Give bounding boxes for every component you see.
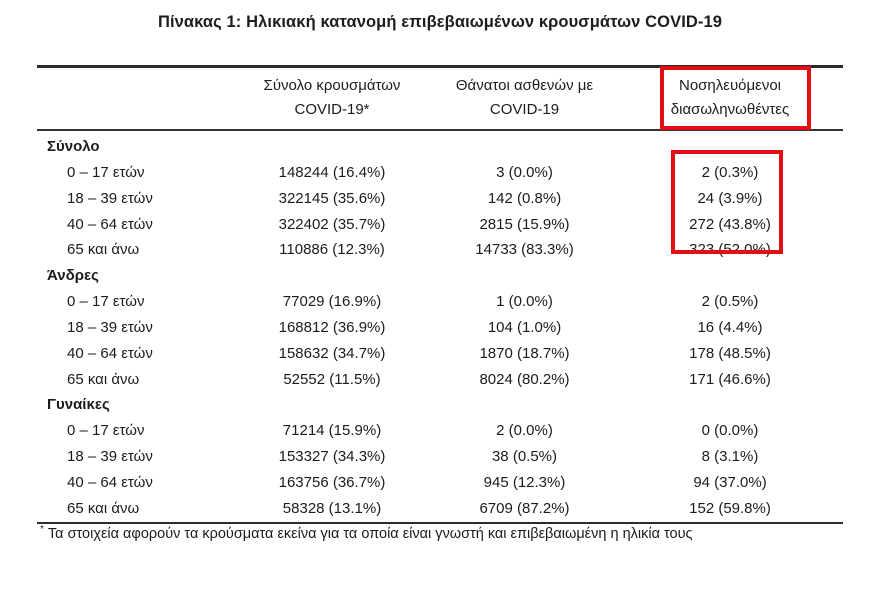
deaths-value: 6709 (87.2%)	[479, 499, 570, 517]
deaths-value: 1870 (18.7%)	[479, 344, 570, 362]
section-row-women: Γυναίκες	[37, 392, 843, 418]
intubated-value: 2 (0.5%)	[701, 293, 759, 311]
total-cases-value: 77029 (16.9%)	[282, 293, 382, 311]
deaths-value: 2815 (15.9%)	[479, 215, 570, 233]
age-row-label: 65 και άνω	[67, 499, 140, 517]
total-cases-value: 322145 (35.6%)	[278, 189, 386, 207]
table-row: 18 – 39 ετών 153327 (34.3%) 38 (0.5%) 8 …	[37, 444, 843, 470]
column-header-intubated: Νοσηλευόμενοι διασωληνωθέντες	[617, 66, 843, 131]
total-cases-value: 163756 (36.7%)	[278, 473, 386, 491]
deaths-value: 104 (1.0%)	[487, 318, 562, 336]
table-row: 65 και άνω 58328 (13.1%) 6709 (87.2%) 15…	[37, 496, 843, 523]
table-title: Πίνακας 1: Ηλικιακή κατανομή επιβεβαιωμέ…	[157, 13, 723, 31]
table-row: 0 – 17 ετών 71214 (15.9%) 2 (0.0%) 0 (0.…	[37, 418, 843, 444]
intubated-value: 323 (52.0%)	[689, 241, 771, 259]
deaths-value: 8024 (80.2%)	[479, 370, 570, 388]
total-cases-value: 52552 (11.5%)	[283, 370, 381, 388]
section-row-men: Άνδρες	[37, 263, 843, 289]
column-header-total-cases: Σύνολο κρουσμάτων COVID-19*	[232, 66, 432, 131]
section-row-total: Σύνολο	[37, 130, 843, 160]
total-cases-value: 322402 (35.7%)	[278, 215, 386, 233]
table-row: 0 – 17 ετών 148244 (16.4%) 3 (0.0%) 2 (0…	[37, 160, 843, 186]
intubated-value: 0 (0.0%)	[701, 422, 759, 440]
age-row-label: 65 και άνω	[67, 241, 140, 259]
deaths-value: 38 (0.5%)	[491, 448, 558, 466]
column-header-deaths: Θάνατοι ασθενών με COVID-19	[432, 66, 617, 131]
total-cases-value: 148244 (16.4%)	[278, 163, 386, 181]
intubated-value: 8 (3.1%)	[701, 448, 759, 466]
footnote: * Τα στοιχεία αφορούν τα κρούσματα εκείνα…	[40, 524, 846, 542]
age-row-label: 65 και άνω	[67, 370, 140, 388]
data-table: Σύνολο κρουσμάτων COVID-19* Θάνατοι ασθε…	[37, 65, 843, 524]
total-cases-value: 71214 (15.9%)	[282, 422, 382, 440]
total-cases-value: 153327 (34.3%)	[278, 448, 386, 466]
intubated-value: 272 (43.8%)	[689, 215, 771, 233]
deaths-value: 2 (0.0%)	[496, 422, 553, 440]
covid-age-distribution-table: Σύνολο κρουσμάτων COVID-19* Θάνατοι ασθε…	[37, 65, 843, 524]
age-row-label: 18 – 39 ετών	[67, 318, 153, 336]
age-row-label: 0 – 17 ετών	[67, 163, 145, 181]
intubated-value: 152 (59.8%)	[689, 499, 771, 517]
age-row-label: 18 – 39 ετών	[67, 448, 153, 466]
total-cases-value: 110886 (12.3%)	[279, 241, 385, 259]
deaths-value: 945 (12.3%)	[483, 473, 566, 491]
table-row: 40 – 64 ετών 322402 (35.7%) 2815 (15.9%)…	[37, 212, 843, 238]
total-cases-value: 168812 (36.9%)	[278, 318, 386, 336]
age-row-label: 0 – 17 ετών	[67, 293, 145, 311]
intubated-value: 2 (0.3%)	[701, 163, 759, 181]
section-label: Σύνολο	[47, 138, 100, 155]
intubated-value: 171 (46.6%)	[689, 370, 771, 388]
intubated-value: 16 (4.4%)	[697, 318, 763, 336]
table-row: 18 – 39 ετών 168812 (36.9%) 104 (1.0%) 1…	[37, 315, 843, 341]
table-row: 40 – 64 ετών 158632 (34.7%) 1870 (18.7%)…	[37, 341, 843, 367]
age-row-label: 40 – 64 ετών	[67, 473, 153, 491]
intubated-value: 94 (37.0%)	[693, 473, 767, 491]
section-label: Άνδρες	[47, 267, 99, 285]
section-label: Γυναίκες	[47, 396, 110, 414]
table-row: 40 – 64 ετών 163756 (36.7%) 945 (12.3%) …	[37, 470, 843, 496]
table-row: 0 – 17 ετών 77029 (16.9%) 1 (0.0%) 2 (0.…	[37, 289, 843, 315]
table-row: 18 – 39 ετών 322145 (35.6%) 142 (0.8%) 2…	[37, 186, 843, 212]
deaths-value: 142 (0.8%)	[487, 189, 562, 207]
column-header-empty	[37, 66, 232, 131]
age-row-label: 40 – 64 ετών	[67, 215, 153, 233]
intubated-value: 24 (3.9%)	[697, 189, 763, 207]
table-row: 65 και άνω 110886 (12.3%) 14733 (83.3%) …	[37, 237, 843, 263]
age-row-label: 40 – 64 ετών	[67, 344, 153, 362]
age-row-label: 0 – 17 ετών	[67, 422, 145, 440]
footnote-asterisk: *	[40, 524, 44, 535]
total-cases-value: 158632 (34.7%)	[278, 344, 386, 362]
deaths-value: 1 (0.0%)	[496, 293, 553, 311]
table-row: 65 και άνω 52552 (11.5%) 8024 (80.2%) 17…	[37, 367, 843, 393]
total-cases-value: 58328 (13.1%)	[282, 499, 382, 517]
age-row-label: 18 – 39 ετών	[67, 189, 153, 207]
deaths-value: 14733 (83.3%)	[475, 241, 574, 259]
deaths-value: 3 (0.0%)	[496, 163, 553, 181]
header-row: Σύνολο κρουσμάτων COVID-19* Θάνατοι ασθε…	[37, 66, 843, 131]
intubated-value: 178 (48.5%)	[689, 344, 771, 362]
footnote-text: Τα στοιχεία αφορούν τα κρούσματα εκείνα …	[47, 525, 693, 542]
